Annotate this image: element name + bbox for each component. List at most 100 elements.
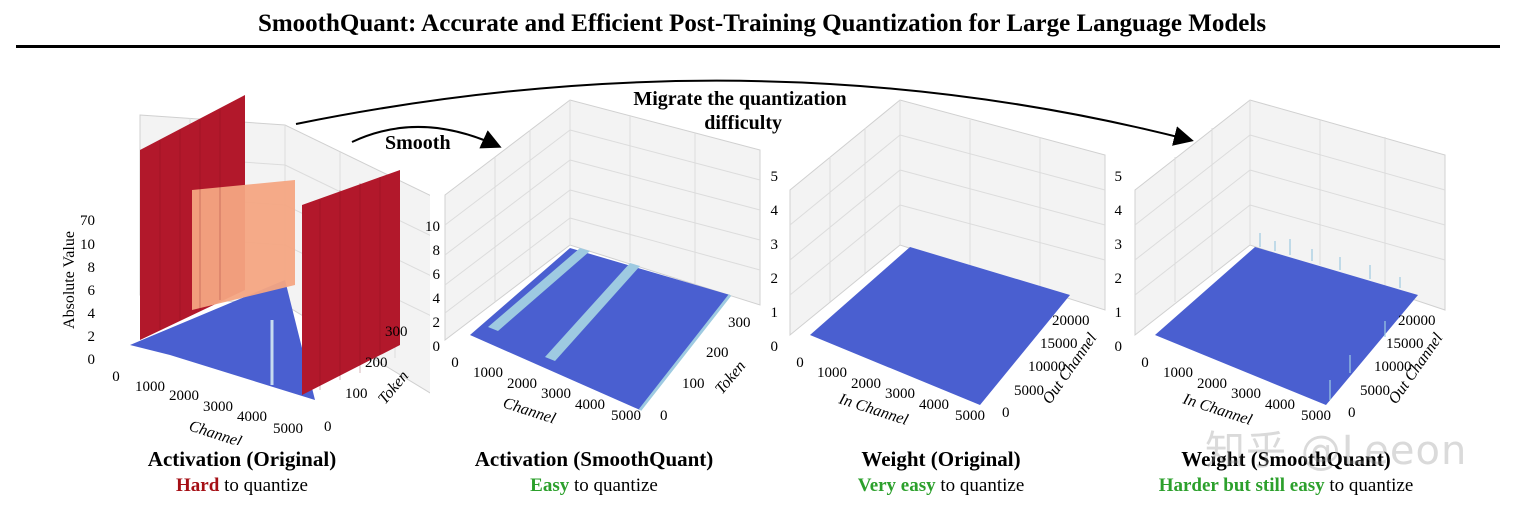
watermark: 知乎 @Leeon bbox=[1205, 428, 1468, 474]
difficulty-word: Easy bbox=[530, 475, 570, 496]
caption-title: Activation (Original) bbox=[147, 447, 337, 471]
difficulty-rest: to quantize bbox=[569, 475, 658, 496]
x-tick: 0 bbox=[796, 355, 804, 371]
y-tick: 15000 bbox=[1040, 336, 1078, 352]
z-tick: 0 bbox=[771, 339, 779, 355]
caption-activation-original: Activation (Original) Hard to quantize bbox=[62, 446, 422, 498]
z-tick: 8 bbox=[433, 243, 441, 259]
z-tick: 10 bbox=[425, 219, 440, 235]
z-axis-label: Absolute Value bbox=[61, 231, 78, 329]
z-tick: 0 bbox=[433, 339, 441, 355]
x-tick: 5000 bbox=[955, 408, 985, 424]
x-tick: 0 bbox=[451, 355, 459, 371]
y-tick: 10000 bbox=[1028, 359, 1066, 375]
y-tick: 200 bbox=[706, 345, 729, 361]
difficulty-word: Very easy bbox=[857, 475, 936, 496]
smooth-label: Smooth bbox=[385, 132, 451, 154]
x-tick: 1000 bbox=[1163, 365, 1193, 381]
z-tick: 1 bbox=[771, 305, 779, 321]
caption-subtitle: Easy to quantize bbox=[414, 474, 774, 498]
caption-weight-smoothquant: Weight (SmoothQuant) Harder but still ea… bbox=[1106, 446, 1466, 498]
z-tick: 2 bbox=[1115, 271, 1123, 287]
migrate-arrow bbox=[295, 79, 1194, 146]
caption-title: Activation (SmoothQuant) bbox=[474, 447, 714, 471]
z-tick-0: 0 bbox=[88, 352, 96, 368]
difficulty-rest: to quantize bbox=[935, 475, 1025, 496]
x-tick: 2000 bbox=[1197, 376, 1227, 392]
caption-subtitle: Very easy to quantize bbox=[761, 474, 1121, 498]
y-tick: 0 bbox=[1348, 405, 1356, 421]
activation-smoothquant-plot: 0 2 4 6 8 10 0 1000 2000 3000 4000 5000 … bbox=[425, 99, 761, 428]
figure-title: SmoothQuant: Accurate and Efficient Post… bbox=[257, 10, 1267, 37]
caption-title: Weight (SmoothQuant) bbox=[1181, 447, 1391, 471]
z-tick-8: 8 bbox=[88, 260, 96, 276]
y-tick: 15000 bbox=[1386, 336, 1424, 352]
x-tick: 3000 bbox=[885, 386, 915, 402]
x-tick: 0 bbox=[1141, 355, 1149, 371]
y-tick: 300 bbox=[385, 324, 408, 340]
y-tick: 10000 bbox=[1374, 359, 1412, 375]
x-tick: 4000 bbox=[575, 397, 605, 413]
x-tick: 1000 bbox=[135, 379, 165, 395]
z-tick-10: 10 bbox=[80, 237, 95, 253]
x-tick: 2000 bbox=[851, 376, 881, 392]
z-tick: 5 bbox=[771, 169, 779, 185]
x-tick: 4000 bbox=[1265, 397, 1295, 413]
z-tick: 0 bbox=[1115, 339, 1123, 355]
z-tick-4: 4 bbox=[88, 306, 96, 322]
z-tick-70: 70 bbox=[80, 213, 95, 229]
x-tick: 4000 bbox=[919, 397, 949, 413]
caption-title: Weight (Original) bbox=[861, 447, 1021, 471]
caption-weight-original: Weight (Original) Very easy to quantize bbox=[761, 446, 1121, 498]
weight-smoothquant-plot: 0 1 2 3 4 5 0 1000 2000 3000 4000 5000 I… bbox=[1115, 99, 1447, 429]
migrate-label: Migrate the quantization difficulty bbox=[600, 87, 880, 135]
x-tick: 4000 bbox=[237, 409, 267, 425]
difficulty-word: Harder but still easy bbox=[1158, 475, 1325, 496]
difficulty-word: Hard bbox=[176, 475, 220, 496]
x-tick: 5000 bbox=[273, 421, 303, 437]
x-tick: 5000 bbox=[611, 408, 641, 424]
z-tick: 4 bbox=[1115, 203, 1123, 219]
y-tick: 300 bbox=[728, 315, 751, 331]
title-rule bbox=[16, 45, 1500, 48]
x-tick: 5000 bbox=[1301, 408, 1331, 424]
y-tick: 0 bbox=[660, 408, 668, 424]
y-tick: 0 bbox=[1002, 405, 1010, 421]
difficulty-rest: to quantize bbox=[1324, 475, 1414, 496]
x-tick: 3000 bbox=[1231, 386, 1261, 402]
caption-subtitle: Harder but still easy to quantize bbox=[1106, 474, 1466, 498]
y-tick: 5000 bbox=[1360, 383, 1390, 399]
x-tick: 1000 bbox=[473, 365, 503, 381]
z-tick: 2 bbox=[433, 315, 441, 331]
y-tick: 100 bbox=[682, 376, 705, 392]
z-tick-6: 6 bbox=[88, 283, 96, 299]
x-tick: 3000 bbox=[203, 399, 233, 415]
x-tick: 2000 bbox=[507, 376, 537, 392]
caption-activation-smoothquant: Activation (SmoothQuant) Easy to quantiz… bbox=[414, 446, 774, 498]
z-tick: 4 bbox=[433, 291, 441, 307]
y-tick: 20000 bbox=[1052, 313, 1090, 329]
x-tick: 1000 bbox=[817, 365, 847, 381]
y-tick: 20000 bbox=[1398, 313, 1436, 329]
y-tick: 100 bbox=[345, 386, 368, 402]
z-tick: 3 bbox=[771, 237, 779, 253]
z-tick: 3 bbox=[1115, 237, 1123, 253]
migrate-label-line2: difficulty bbox=[704, 112, 782, 134]
smooth-arrow bbox=[351, 125, 502, 149]
caption-subtitle: Hard to quantize bbox=[62, 474, 422, 498]
x-tick: 3000 bbox=[541, 386, 571, 402]
difficulty-rest: to quantize bbox=[219, 475, 308, 496]
weight-original-plot: 0 1 2 3 4 5 0 1000 2000 3000 4000 5000 I… bbox=[771, 99, 1106, 429]
y-tick: 200 bbox=[365, 355, 388, 371]
migrate-label-line1: Migrate the quantization bbox=[633, 88, 847, 110]
z-tick: 2 bbox=[771, 271, 779, 287]
z-tick: 6 bbox=[433, 267, 441, 283]
y-tick: 5000 bbox=[1014, 383, 1044, 399]
activation-original-plot: 0 2 4 6 8 10 70 Absolute Value 0 1000 20… bbox=[61, 95, 430, 445]
z-tick: 5 bbox=[1115, 169, 1123, 185]
z-tick-2: 2 bbox=[88, 329, 96, 345]
x-tick: 2000 bbox=[169, 388, 199, 404]
z-tick: 4 bbox=[771, 203, 779, 219]
z-tick: 1 bbox=[1115, 305, 1123, 321]
